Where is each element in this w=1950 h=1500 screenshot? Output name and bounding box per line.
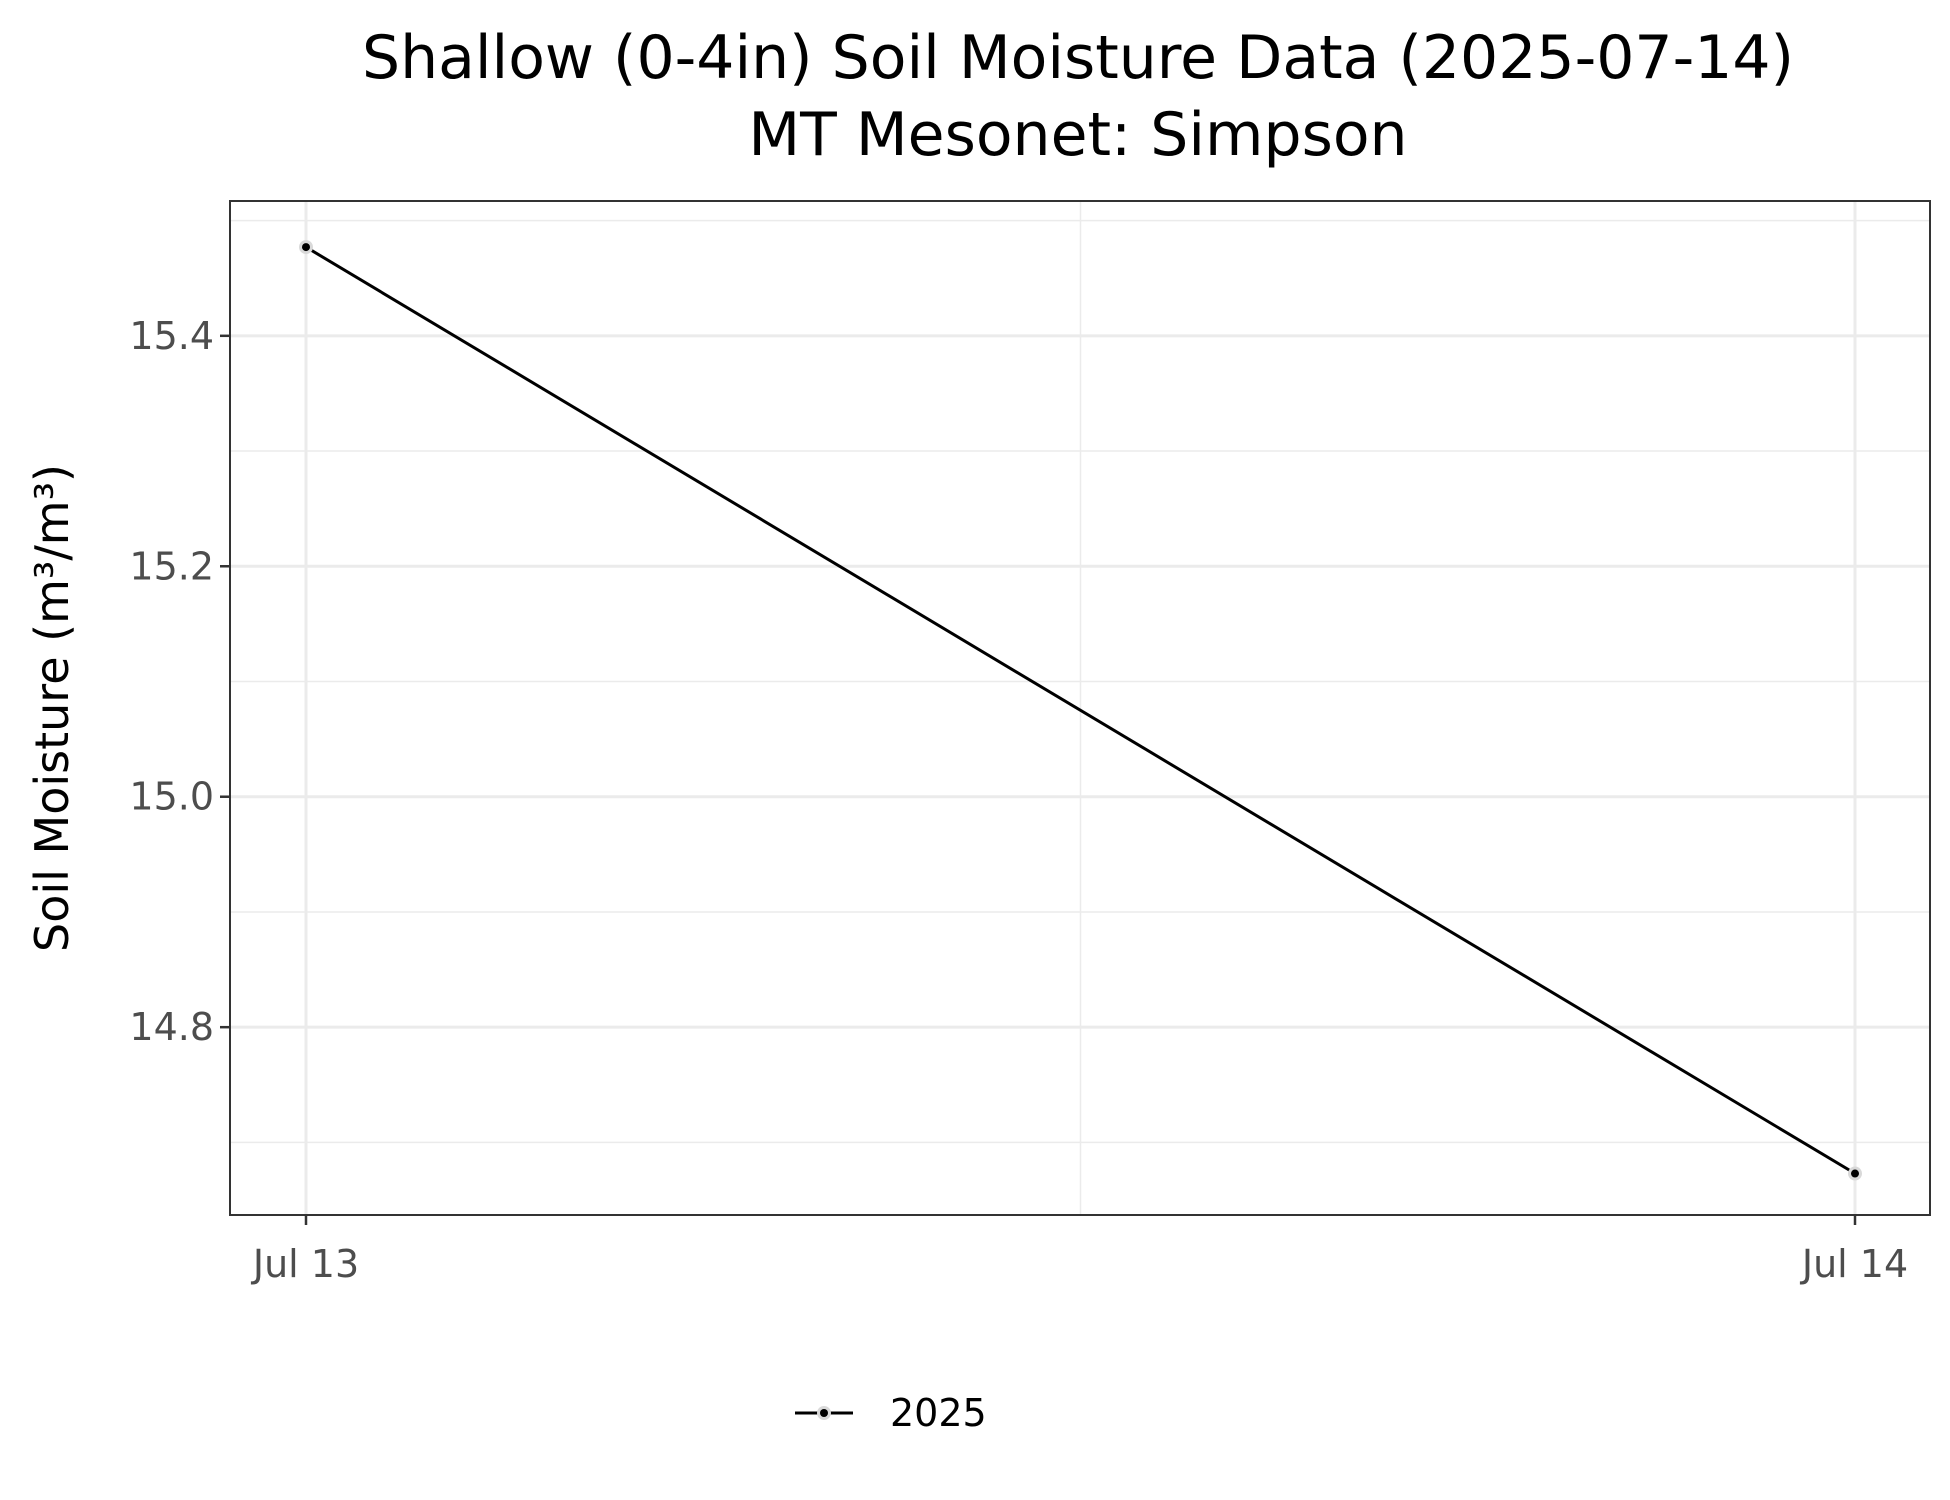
series-layer: [299, 240, 1862, 1181]
legend-label-2025: 2025: [890, 1391, 987, 1435]
data-point-2025-1: [1851, 1169, 1859, 1178]
y-tick-label-2: 15.2: [129, 544, 214, 588]
chart-title: Shallow (0-4in) Soil Moisture Data (2025…: [362, 23, 1794, 93]
axes: 14.8 15.0 15.2 15.4 Jul 13 Jul 14: [129, 314, 1908, 1286]
data-point-2025-0: [302, 243, 310, 252]
legend-key-marker: [820, 1409, 828, 1417]
chart-subtitle: MT Mesonet: Simpson: [748, 100, 1407, 170]
x-tick-label-1: Jul 14: [1800, 1242, 1908, 1286]
y-tick-label-1: 15.0: [129, 775, 214, 819]
y-axis-title: Soil Moisture (m³/m³): [25, 464, 79, 952]
y-tick-label-0: 14.8: [129, 1005, 214, 1049]
x-tick-label-0: Jul 13: [251, 1242, 359, 1286]
y-tick-label-3: 15.4: [129, 314, 214, 358]
series-line-2025: [305, 245, 1856, 1175]
plot-panel-border: [229, 200, 1931, 1216]
legend: 2025: [795, 1391, 987, 1435]
grid-lines: [230, 201, 1930, 1215]
